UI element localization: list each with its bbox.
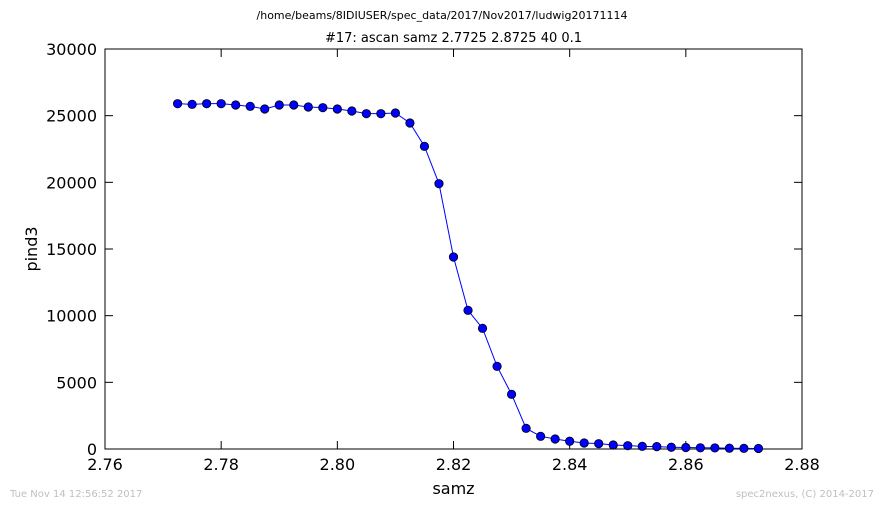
data-point — [739, 443, 749, 453]
x-axis: 2.76 2.78 2.80 2.82 2.84 2.86 2.88 — [87, 49, 820, 474]
x-tick-label: 2.80 — [320, 455, 356, 474]
x-tick-label: 2.86 — [668, 455, 704, 474]
y-tick-label: 10000 — [46, 307, 97, 326]
data-point — [594, 439, 604, 449]
data-point — [332, 104, 342, 114]
y-axis: 0 5000 10000 15000 20000 25000 30000 — [46, 40, 802, 459]
x-tick-label: 2.82 — [436, 455, 472, 474]
y-tick-label: 25000 — [46, 107, 97, 126]
data-point — [724, 443, 734, 453]
data-point — [637, 441, 647, 451]
data-point — [376, 109, 386, 119]
y-tick-label: 0 — [87, 440, 97, 459]
series-line — [177, 103, 759, 449]
data-point — [187, 99, 197, 109]
data-point — [608, 440, 618, 450]
data-point — [173, 99, 183, 109]
data-point — [666, 442, 676, 452]
data-point — [565, 436, 575, 446]
data-point — [448, 252, 459, 262]
x-tick-label: 2.88 — [784, 455, 820, 474]
data-point — [652, 441, 662, 452]
data-point — [274, 100, 284, 110]
data-series — [173, 99, 764, 454]
data-point — [303, 102, 313, 112]
y-tick-label: 20000 — [46, 173, 97, 192]
data-point — [216, 99, 226, 109]
footer-timestamp: Tue Nov 14 12:56:52 2017 — [10, 489, 143, 500]
figure-suptitle: /home/beams/8IDIUSER/spec_data/2017/Nov2… — [257, 9, 628, 22]
data-point — [347, 106, 357, 116]
x-tick-label: 2.78 — [203, 455, 239, 474]
data-point — [521, 423, 531, 433]
data-point — [492, 361, 502, 371]
data-point — [536, 431, 546, 441]
plot-area — [104, 48, 803, 450]
data-point — [579, 438, 589, 448]
data-point — [245, 101, 255, 111]
x-axis-label: samz — [432, 479, 474, 498]
data-point — [419, 141, 430, 151]
data-point — [318, 103, 328, 113]
data-point — [390, 108, 401, 118]
data-point — [681, 442, 691, 453]
data-point — [361, 109, 371, 119]
y-tick-label: 5000 — [56, 373, 97, 392]
data-point — [260, 104, 270, 114]
chart-title: #17: ascan samz 2.7725 2.8725 40 0.1 — [325, 31, 582, 46]
data-point — [477, 323, 488, 333]
y-tick-label: 15000 — [46, 240, 97, 259]
data-point — [405, 118, 415, 128]
data-point — [434, 179, 444, 189]
data-point — [231, 100, 241, 110]
footer-credit: spec2nexus, (C) 2014-2017 — [735, 489, 874, 500]
data-point — [463, 305, 473, 315]
data-point — [289, 100, 299, 110]
data-point — [202, 99, 212, 109]
data-point — [753, 443, 764, 454]
data-point — [623, 441, 633, 451]
data-point — [710, 443, 720, 453]
x-tick-label: 2.84 — [552, 455, 588, 474]
y-axis-label: pind3 — [22, 226, 41, 271]
x-tick-label: 2.76 — [87, 455, 123, 474]
data-point — [550, 434, 560, 444]
y-tick-label: 30000 — [46, 40, 97, 59]
data-point — [506, 389, 517, 399]
data-point — [695, 443, 705, 453]
